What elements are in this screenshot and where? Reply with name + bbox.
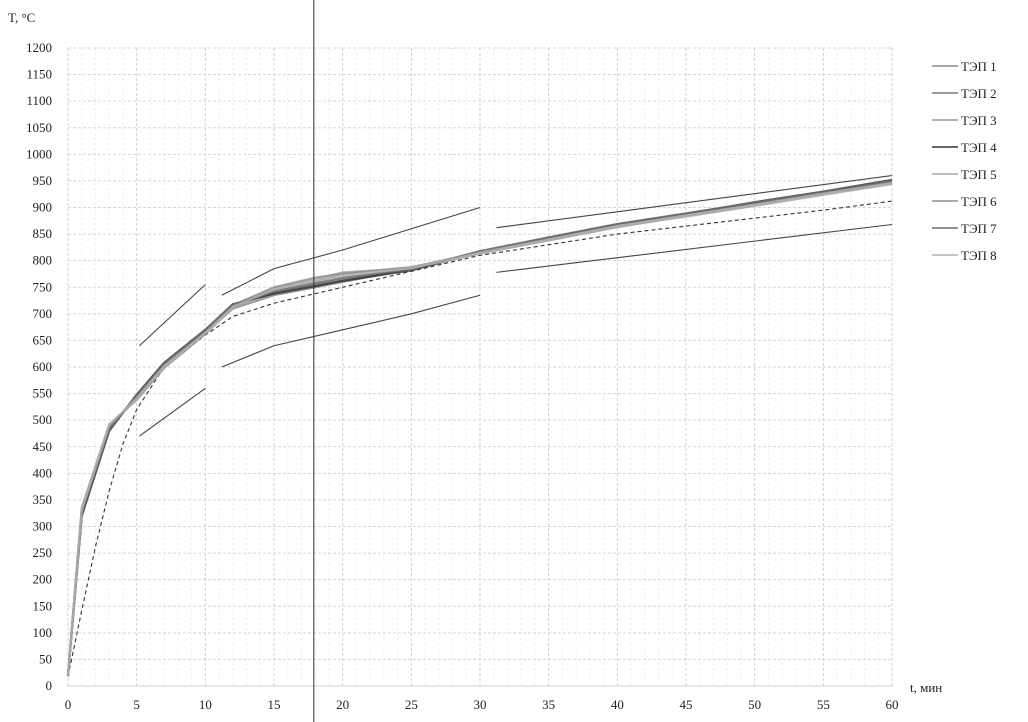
legend-label: ТЭП 4 [961, 140, 997, 155]
y-tick-label: 400 [33, 465, 53, 480]
y-tick-label: 450 [33, 439, 53, 454]
legend-label: ТЭП 2 [961, 86, 997, 101]
legend-label: ТЭП 6 [961, 194, 997, 209]
x-tick-label: 35 [542, 697, 555, 712]
legend: ТЭП 1 ТЭП 2 ТЭП 3 ТЭП 4 ТЭП 5 ТЭП 6 ТЭП 7 ТЭП 8 [932, 59, 997, 263]
legend-label: ТЭП 5 [961, 167, 997, 182]
reference-lines [67, 175, 893, 677]
reference-line-dashed [67, 200, 893, 677]
y-tick-label: 250 [33, 545, 53, 560]
y-tick-label: 200 [33, 572, 53, 587]
x-tick-label: 10 [199, 697, 212, 712]
y-tick-label: 500 [33, 412, 53, 427]
y-tick-label: 800 [33, 253, 53, 268]
y-tick-label: 1150 [26, 67, 52, 82]
y-tick-label: 0 [46, 678, 53, 693]
y-tick-label: 100 [33, 625, 53, 640]
y-tick-label: 1000 [26, 146, 52, 161]
series-line-7 [66, 179, 893, 676]
series-lines [66, 178, 893, 676]
reference-line-bound [496, 223, 893, 273]
x-tick-label: 30 [474, 697, 487, 712]
x-tick-label: 50 [748, 697, 761, 712]
reference-line-bound [139, 387, 206, 437]
y-tick-label: 700 [33, 306, 53, 321]
x-tick-label: 15 [268, 697, 281, 712]
y-tick-label: 900 [33, 200, 53, 215]
y-tick-label: 950 [33, 173, 53, 188]
tick-labels: 0 5 10 15 20 25 30 35 40 45 50 55 600501001502002503… [26, 40, 899, 712]
reference-line-bound [221, 294, 481, 368]
x-tick-label: 40 [611, 697, 624, 712]
x-tick-label: 55 [817, 697, 830, 712]
reference-line-bound [139, 284, 206, 347]
x-tick-label: 45 [680, 697, 693, 712]
y-tick-label: 350 [33, 492, 53, 507]
x-tick-label: 60 [886, 697, 899, 712]
y-tick-label: 300 [33, 519, 53, 534]
y-tick-label: 550 [33, 386, 53, 401]
grid-lines [67, 47, 893, 687]
y-tick-label: 1200 [26, 40, 52, 55]
y-axis-title: T, °C [8, 10, 35, 25]
series-line-8 [66, 181, 893, 676]
legend-label: ТЭП 1 [961, 59, 997, 74]
x-tick-label: 20 [336, 697, 349, 712]
y-tick-label: 650 [33, 332, 53, 347]
y-tick-label: 600 [33, 359, 53, 374]
reference-line-bound [221, 206, 481, 296]
y-tick-label: 50 [39, 651, 52, 666]
legend-label: ТЭП 3 [961, 113, 997, 128]
y-tick-label: 750 [33, 279, 53, 294]
x-axis-title: t, мин [910, 680, 942, 695]
x-tick-label: 5 [133, 697, 140, 712]
y-tick-label: 1100 [26, 93, 52, 108]
y-tick-label: 150 [33, 598, 53, 613]
y-tick-label: 1050 [26, 120, 52, 135]
y-tick-label: 850 [33, 226, 53, 241]
legend-label: ТЭП 8 [961, 248, 997, 263]
x-tick-label: 25 [405, 697, 418, 712]
x-tick-label: 0 [65, 697, 72, 712]
legend-label: ТЭП 7 [961, 221, 997, 236]
reference-line-bound [496, 175, 893, 229]
